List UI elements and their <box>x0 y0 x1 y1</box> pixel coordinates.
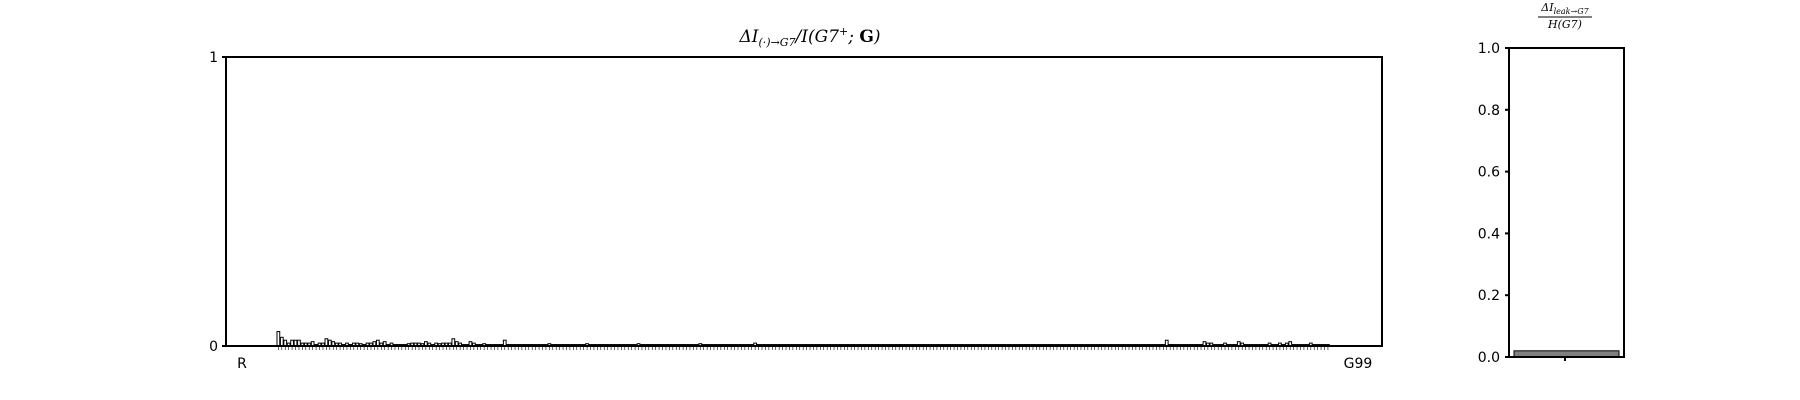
left-y-tick-label: 0 <box>209 339 218 355</box>
right-chart: ΔIleak→G7 H(G7) 0.0 0.2 0.4 0.6 0.8 1.0 <box>1478 1 1625 366</box>
right-chart-title: ΔIleak→G7 H(G7) <box>1538 1 1592 31</box>
right-y-tick-label: 1.0 <box>1478 41 1500 57</box>
left-chart-frame <box>225 56 1383 347</box>
left-bar <box>451 338 456 347</box>
left-bar <box>276 331 281 347</box>
left-chart-bars <box>276 331 1330 347</box>
right-y-tick-label: 0.0 <box>1478 350 1500 366</box>
right-y-tick-label: 0.4 <box>1478 226 1500 242</box>
right-y-tick-label: 0.6 <box>1478 165 1500 181</box>
left-x-tick-label-last: G99 <box>1344 356 1373 372</box>
left-x-tick-label-first: R <box>237 356 247 372</box>
left-chart: ΔI(·)→G7/I(G7+; G) R G99 01 <box>209 25 1383 372</box>
right-title-denominator: H(G7) <box>1547 18 1582 31</box>
right-y-tick-label: 0.8 <box>1478 103 1500 119</box>
left-bar <box>279 336 284 347</box>
left-chart-title: ΔI(·)→G7/I(G7+; G) <box>738 25 880 49</box>
left-y-tick-label: 1 <box>209 50 218 66</box>
right-chart-frame <box>1508 47 1625 358</box>
left-chart-x-ticks: R G99 <box>237 346 1372 372</box>
left-bar <box>324 338 329 347</box>
right-y-tick-label: 0.2 <box>1478 288 1500 304</box>
right-title-numerator: ΔIleak→G7 <box>1540 1 1589 16</box>
left-chart-y-ticks: 01 <box>209 50 226 355</box>
right-chart-y-ticks: 0.0 0.2 0.4 0.6 0.8 1.0 <box>1478 41 1509 366</box>
